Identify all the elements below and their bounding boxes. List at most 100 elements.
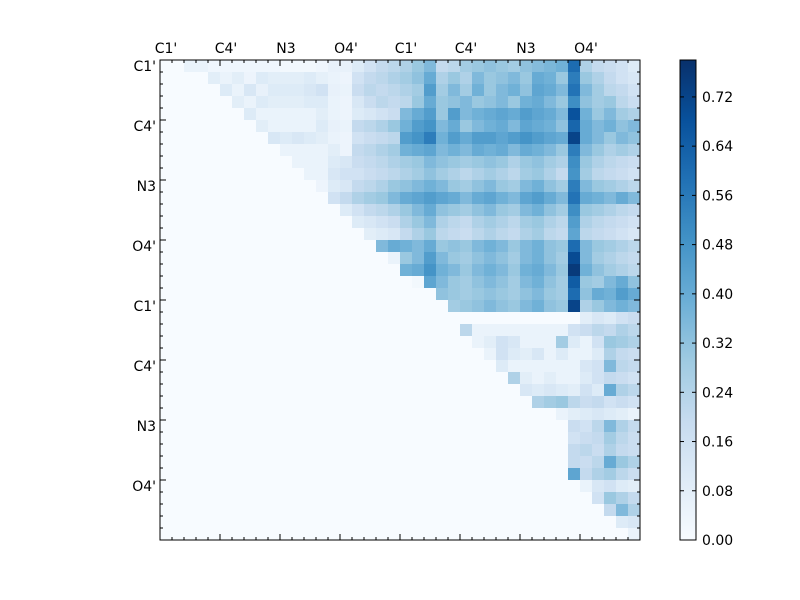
heatmap-cell (628, 72, 641, 85)
heatmap-cell (184, 204, 197, 217)
heatmap-cell (328, 420, 341, 433)
heatmap-cell (364, 528, 377, 541)
heatmap-cell (172, 492, 185, 505)
heatmap-cell (220, 408, 233, 421)
heatmap-cell (400, 504, 413, 517)
heatmap-cell (568, 516, 581, 529)
heatmap-cell (160, 384, 173, 397)
heatmap-cell (340, 468, 353, 481)
heatmap-cell (292, 180, 305, 193)
heatmap-cell (592, 264, 605, 277)
heatmap-cell (364, 468, 377, 481)
heatmap-cell (160, 300, 173, 313)
heatmap-cell (412, 468, 425, 481)
heatmap-cell (628, 480, 641, 493)
heatmap-cell (472, 288, 485, 301)
heatmap-cell (316, 456, 329, 469)
heatmap-cell (424, 408, 437, 421)
heatmap-cell (400, 72, 413, 85)
heatmap-cell (220, 516, 233, 529)
heatmap-cell (520, 204, 533, 217)
heatmap-cell (304, 528, 317, 541)
heatmap-cell (424, 516, 437, 529)
heatmap-cell (580, 396, 593, 409)
heatmap-cell (424, 120, 437, 133)
heatmap-cell (520, 240, 533, 253)
heatmap-cell (280, 312, 293, 325)
heatmap-cell (220, 204, 233, 217)
heatmap-cell (604, 528, 617, 541)
heatmap-cell (208, 348, 221, 361)
heatmap-cell (628, 276, 641, 289)
heatmap-cell (388, 468, 401, 481)
heatmap-cell (556, 156, 569, 169)
heatmap-cell (412, 288, 425, 301)
heatmap-cell (244, 516, 257, 529)
heatmap-cell (544, 444, 557, 457)
heatmap-cells (160, 60, 641, 541)
heatmap-cell (580, 420, 593, 433)
heatmap-cell (220, 444, 233, 457)
heatmap-cell (244, 420, 257, 433)
heatmap-cell (256, 96, 269, 109)
heatmap-cell (244, 240, 257, 253)
heatmap-cell (532, 288, 545, 301)
heatmap-cell (232, 204, 245, 217)
heatmap-cell (544, 60, 557, 73)
heatmap-cell (292, 432, 305, 445)
heatmap-cell (412, 492, 425, 505)
heatmap-cell (304, 180, 317, 193)
heatmap-cell (556, 516, 569, 529)
heatmap-cell (568, 372, 581, 385)
heatmap-cell (160, 372, 173, 385)
heatmap-cell (280, 504, 293, 517)
heatmap-cell (244, 528, 257, 541)
heatmap-cell (628, 516, 641, 529)
heatmap-cell (196, 372, 209, 385)
heatmap-cell (424, 216, 437, 229)
heatmap-cell (604, 288, 617, 301)
heatmap-cell (604, 120, 617, 133)
heatmap-cell (184, 348, 197, 361)
heatmap-cell (244, 252, 257, 265)
heatmap-cell (268, 192, 281, 205)
heatmap-cell (568, 396, 581, 409)
heatmap-cell (436, 156, 449, 169)
heatmap-cell (328, 252, 341, 265)
heatmap-cell (292, 528, 305, 541)
heatmap-cell (592, 408, 605, 421)
y-tick-label: N3 (137, 419, 156, 435)
heatmap-cell (424, 252, 437, 265)
heatmap-cell (628, 468, 641, 481)
heatmap-cell (400, 60, 413, 73)
heatmap-cell (340, 120, 353, 133)
heatmap-cell (388, 84, 401, 97)
heatmap-cell (244, 180, 257, 193)
heatmap-cell (520, 384, 533, 397)
heatmap-cell (364, 168, 377, 181)
heatmap-cell (304, 372, 317, 385)
heatmap-cell (388, 348, 401, 361)
heatmap-cell (472, 300, 485, 313)
heatmap-cell (160, 144, 173, 157)
heatmap-cell (376, 300, 389, 313)
heatmap-cell (520, 192, 533, 205)
heatmap-cell (364, 216, 377, 229)
heatmap-cell (592, 276, 605, 289)
heatmap-cell (376, 360, 389, 373)
x-tick-label: C4' (215, 41, 238, 57)
heatmap-cell (304, 252, 317, 265)
heatmap-cell (388, 516, 401, 529)
heatmap-cell (268, 168, 281, 181)
heatmap-cell (340, 444, 353, 457)
heatmap-cell (436, 192, 449, 205)
heatmap-cell (172, 396, 185, 409)
heatmap-cell (400, 372, 413, 385)
heatmap-cell (592, 324, 605, 337)
heatmap-cell (616, 288, 629, 301)
heatmap-cell (436, 468, 449, 481)
heatmap-cell (364, 96, 377, 109)
heatmap-cell (160, 432, 173, 445)
heatmap-cell (568, 72, 581, 85)
heatmap-cell (580, 432, 593, 445)
